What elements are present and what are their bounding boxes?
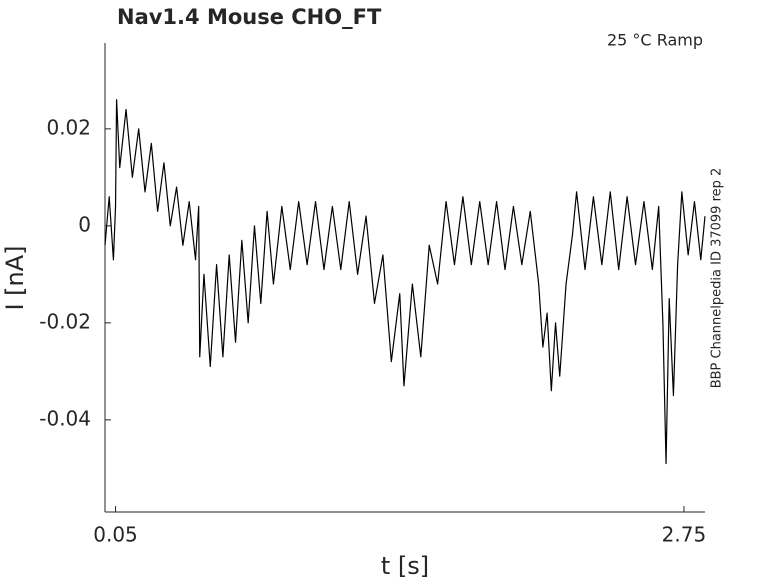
y-tick-label: -0.04	[39, 406, 91, 430]
y-tick-label: 0	[78, 212, 91, 236]
y-tick-label: 0.02	[46, 115, 91, 139]
x-tick-label: 2.75	[662, 523, 707, 547]
x-axis-label: t [s]	[381, 552, 429, 580]
annotation: 25 °C Ramp	[607, 31, 703, 50]
side-label: BBP Channelpedia ID 37099 rep 2	[710, 168, 725, 389]
y-tick-label: -0.02	[39, 309, 91, 333]
chart-title: Nav1.4 Mouse CHO_FT	[117, 5, 382, 29]
x-tick-label: 0.05	[93, 523, 138, 547]
y-axis-label: I [nA]	[1, 245, 29, 310]
current-trace	[104, 99, 706, 465]
